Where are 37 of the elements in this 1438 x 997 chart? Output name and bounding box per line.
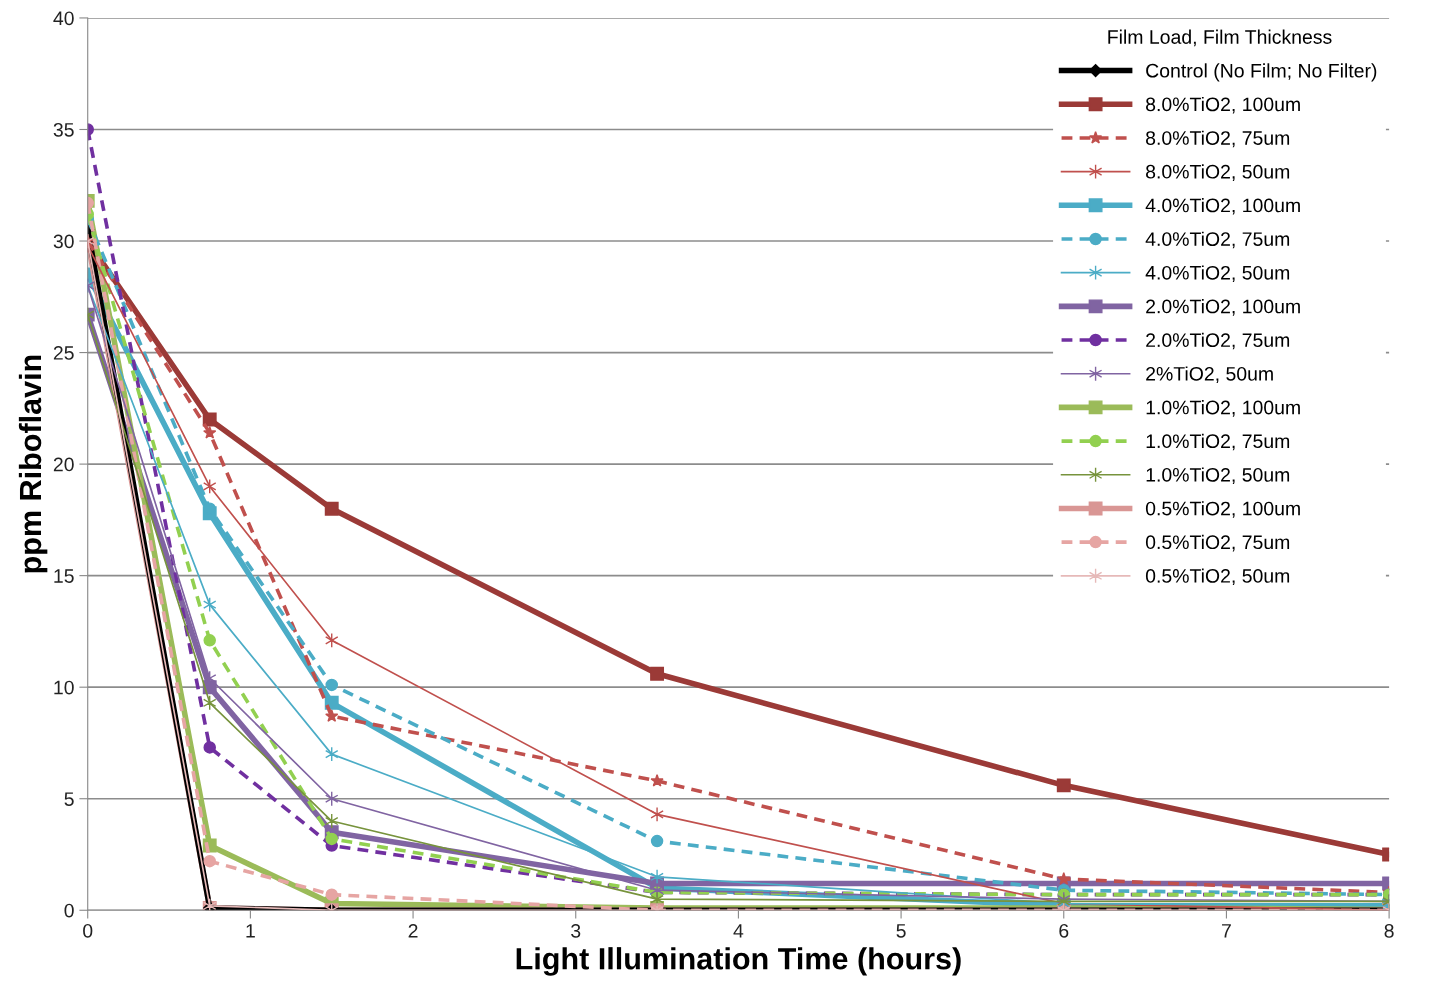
legend-label: 4.0%TiO2, 75um bbox=[1145, 231, 1290, 249]
legend-label: 2%TiO2, 50um bbox=[1146, 366, 1273, 384]
legend-label: 1.0%TiO2, 75um bbox=[1146, 433, 1290, 451]
x-tick-label: 1 bbox=[246, 924, 255, 938]
x-tick-label: 0 bbox=[83, 923, 93, 938]
x-tick-label: 8 bbox=[1384, 923, 1394, 938]
x-tick-label: 3 bbox=[571, 923, 581, 938]
legend-label: 8.0%TiO2, 100um bbox=[1146, 96, 1300, 114]
x-axis-title: Light Illumination Time (hours) bbox=[516, 947, 961, 976]
legend-label: 0.5%TiO2, 50um bbox=[1145, 568, 1290, 586]
x-tick-label: 2 bbox=[408, 923, 418, 938]
y-tick-label: 15 bbox=[54, 569, 74, 583]
y-tick-label: 25 bbox=[53, 346, 74, 360]
x-tick-label: 4 bbox=[733, 924, 744, 938]
y-tick-label: 30 bbox=[53, 234, 74, 249]
y-tick-label: 10 bbox=[54, 680, 74, 695]
x-tick-label: 6 bbox=[1059, 923, 1069, 938]
y-tick-label: 20 bbox=[53, 457, 74, 472]
y-tick-label: 0 bbox=[64, 903, 74, 918]
legend-label: Control (No Film; No Filter) bbox=[1146, 63, 1377, 82]
y-axis-title: ppm Riboflavin bbox=[18, 355, 48, 573]
legend-label: 0.5%TiO2, 75um bbox=[1145, 534, 1290, 552]
y-tick-label: 35 bbox=[53, 122, 74, 137]
legend-label: 8.0%TiO2, 50um bbox=[1146, 164, 1290, 181]
legend-label: 2.0%TiO2, 100um bbox=[1146, 299, 1300, 316]
x-tick-label: 7 bbox=[1222, 924, 1231, 938]
legend-label: 4.0%TiO2, 100um bbox=[1145, 198, 1300, 215]
legend-label: 1.0%TiO2, 50um bbox=[1146, 467, 1290, 485]
legend-label: 4.0%TiO2, 50um bbox=[1145, 265, 1290, 282]
x-tick-label: 5 bbox=[896, 924, 906, 938]
legend-label: 1.0%TiO2, 100um bbox=[1146, 400, 1300, 417]
legend-label: 2.0%TiO2, 75um bbox=[1146, 332, 1290, 350]
y-tick-label: 5 bbox=[64, 792, 74, 806]
legend-label: 0.5%TiO2, 100um bbox=[1145, 501, 1300, 518]
legend-label: 8.0%TiO2, 75um bbox=[1146, 130, 1290, 148]
legend-title: Film Load, Film Thickness bbox=[1108, 29, 1332, 47]
y-tick-label: 40 bbox=[53, 11, 74, 26]
